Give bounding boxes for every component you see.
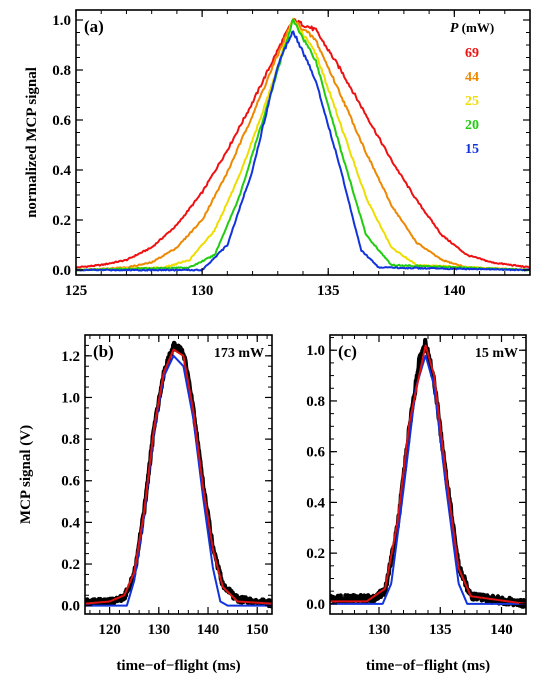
panel-c: 130 135 140 0.0 0.2 0.4 0.6 0.8 1.0 (c) 15 mW time−…: [306, 334, 527, 674]
x-tick-label: 120: [98, 622, 121, 638]
panel-a: 125 130 135 140 0.0 0.2 0.4 0.6 0.8 1.0 (a) normali…: [24, 9, 531, 299]
legend-title-var: P: [450, 21, 459, 36]
y-axis-title: normalized MCP signal: [24, 67, 40, 218]
x-tick-label: 150: [246, 622, 269, 638]
legend-entry-69: 69: [465, 46, 479, 61]
series-line-44-1: [76, 18, 530, 272]
y-tick-label: 0.0: [52, 263, 71, 279]
legend-entry-25: 25: [465, 94, 479, 109]
x-tick-label: 140: [197, 622, 220, 638]
x-tick-label: 130: [191, 283, 214, 299]
legend-entry-20: 20: [465, 118, 479, 133]
x-tick-label: 130: [148, 622, 171, 638]
x-tick-label: 135: [317, 283, 340, 299]
y-tick-label: 0.2: [306, 546, 325, 562]
y-tick-label: 0.4: [52, 163, 71, 179]
y-tick-label: 0.8: [306, 394, 325, 410]
plot-frame: [329, 334, 527, 615]
series-line-15-4: [76, 30, 530, 272]
legend-title-unit: (mW): [458, 20, 494, 35]
series-line-fit-1: [330, 354, 526, 605]
legend-entry-15: 15: [465, 142, 479, 157]
x-tick-label: 130: [368, 622, 391, 638]
power-annotation: 15 mW: [475, 346, 518, 361]
y-tick-label: 0.6: [52, 113, 71, 129]
y-tick-label: 0.2: [61, 557, 80, 573]
x-tick-label: 135: [429, 622, 452, 638]
series-line-measured-0: [85, 340, 272, 609]
y-tick-label: 0.4: [61, 515, 80, 531]
series-line-25-2: [76, 17, 530, 272]
series-line-fit-2: [85, 348, 272, 605]
plot-frame: [84, 334, 273, 615]
y-tick-label: 0.8: [52, 63, 71, 79]
panel-label: (b): [93, 342, 114, 361]
y-tick-label: 0.2: [52, 213, 71, 229]
legend-entry-44: 44: [465, 70, 479, 85]
x-axis-title: time−of−flight (ms): [116, 658, 240, 674]
y-tick-label: 1.0: [306, 343, 325, 359]
series-group: [330, 337, 526, 609]
y-tick-label: 0.6: [61, 474, 80, 490]
y-tick-label: 0.8: [61, 432, 80, 448]
series-line-20-3: [76, 18, 530, 272]
y-tick-label: 1.0: [61, 390, 80, 406]
x-tick-label: 140: [443, 283, 466, 299]
series-line-69-0: [76, 17, 530, 269]
y-tick-label: 0.6: [306, 445, 325, 461]
panel-label: (c): [338, 342, 357, 361]
series-group: [76, 17, 530, 272]
y-tick-label: 1.0: [52, 13, 71, 29]
legend-title: P (mW): [450, 20, 494, 36]
y-axis-title: MCP signal (V): [18, 425, 34, 524]
panel-b: 120 130 140 150 0.0 0.2 0.4 0.6 0.8 1.0 1.2 (b) 173 …: [18, 334, 273, 674]
series-line-measured-0: [330, 337, 526, 609]
x-tick-label: 140: [490, 622, 513, 638]
power-annotation: 173 mW: [214, 346, 264, 361]
series-line-fit-2: [330, 344, 526, 605]
y-tick-label: 0.0: [306, 597, 325, 613]
series-group: [85, 340, 272, 609]
series-line-fit-1: [85, 354, 272, 607]
x-axis-title: time−of−flight (ms): [366, 658, 490, 674]
x-tick-label: 125: [65, 283, 88, 299]
panel-label: (a): [84, 17, 104, 36]
y-tick-label: 0.4: [306, 495, 325, 511]
legend: P (mW) 69 44 25 20 15: [450, 20, 494, 157]
y-tick-label: 1.2: [61, 349, 80, 365]
y-tick-label: 0.0: [61, 599, 80, 615]
